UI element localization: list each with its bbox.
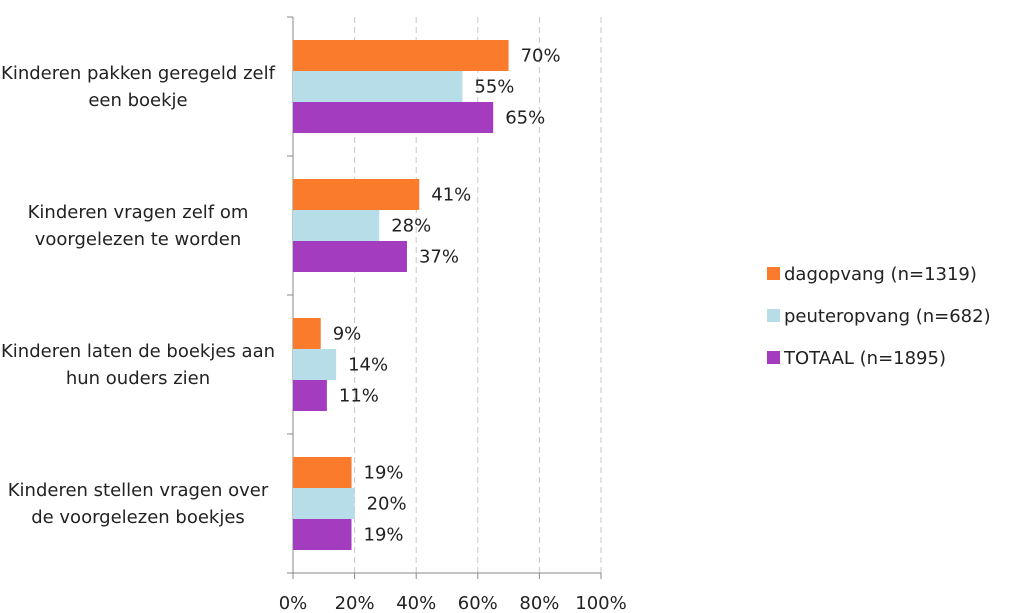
value-label: 70% — [521, 46, 561, 67]
bar — [293, 71, 463, 102]
legend-label: TOTAAL (n=1895) — [783, 348, 946, 369]
bar — [293, 380, 327, 411]
value-label: 41% — [431, 185, 471, 206]
bar — [293, 349, 337, 380]
x-tick-label: 40% — [396, 593, 436, 613]
value-label: 19% — [364, 463, 404, 484]
value-label: 37% — [419, 247, 459, 268]
value-label: 65% — [505, 108, 545, 129]
bar — [293, 241, 407, 272]
value-label: 9% — [333, 324, 362, 345]
category-label: Kinderen pakken geregeld zelf een boekje — [1, 62, 275, 111]
x-tick-label: 100% — [575, 593, 626, 613]
value-label: 11% — [339, 386, 379, 407]
x-tick-label: 60% — [458, 593, 498, 613]
bar — [293, 40, 509, 71]
bar — [293, 488, 355, 519]
bar — [293, 318, 321, 349]
category-label: Kinderen laten de boekjes aan hun ouders… — [0, 340, 276, 389]
legend-label: dagopvang (n=1319) — [784, 264, 977, 285]
bar — [293, 457, 352, 488]
x-tick-label: 20% — [335, 593, 375, 613]
legend-swatch — [767, 267, 780, 280]
value-label: 55% — [474, 77, 514, 98]
bar — [293, 519, 352, 550]
value-label: 20% — [367, 494, 407, 515]
legend-label: peuteropvang (n=682) — [784, 306, 991, 327]
category-label: Kinderen vragen zelf om voorgelezen te w… — [27, 201, 249, 250]
value-label: 14% — [348, 355, 388, 376]
bar — [293, 210, 380, 241]
legend-swatch — [767, 351, 780, 364]
legend-swatch — [767, 309, 780, 322]
category-label: Kinderen stellen vragen over de voorgele… — [7, 479, 269, 528]
value-label: 19% — [364, 525, 404, 546]
x-tick-label: 80% — [519, 593, 559, 613]
bar — [293, 102, 494, 133]
bar — [293, 179, 420, 210]
x-tick-label: 0% — [279, 593, 308, 613]
value-label: 28% — [391, 216, 431, 237]
